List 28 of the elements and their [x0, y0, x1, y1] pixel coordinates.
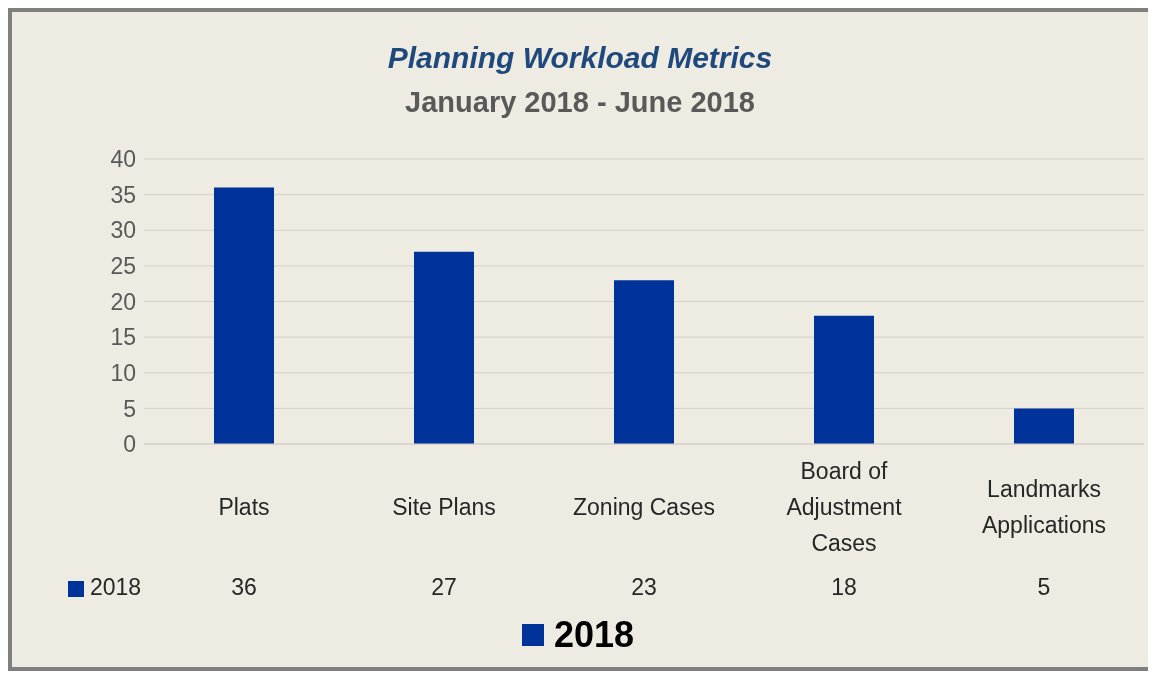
bar: [1014, 408, 1074, 444]
x-tick-label: Zoning Cases: [573, 494, 715, 521]
data-label: 18: [831, 574, 857, 601]
chart-title: Planning Workload Metrics: [386, 40, 774, 76]
bar: [414, 251, 474, 444]
bar: [814, 315, 874, 444]
x-tick-label: Plats: [218, 494, 270, 521]
legend-label: 2018: [90, 574, 142, 601]
y-tick-label: 40: [110, 146, 136, 173]
data-label: 36: [231, 574, 257, 601]
x-tick-label: Board of Adjustment Cases: [786, 458, 903, 557]
x-tick-label: Site Plans: [392, 494, 496, 521]
y-tick-label: 25: [110, 253, 136, 280]
text: 2018: [553, 614, 635, 655]
chart-subtitle: January 2018 - June 2018: [404, 85, 756, 120]
y-tick-label: 20: [110, 288, 136, 315]
data-label: 23: [631, 574, 657, 601]
y-tick-label: 35: [110, 181, 136, 208]
data-label: 5: [1037, 574, 1051, 601]
y-tick-label: 5: [123, 395, 136, 422]
y-tick-label: 30: [110, 217, 136, 244]
x-tick-label: Landmarks Applications: [981, 476, 1107, 539]
bar: [214, 187, 274, 444]
y-tick-label: 10: [110, 359, 136, 386]
y-tick-label: 0: [123, 431, 136, 458]
bar: [614, 280, 674, 444]
y-tick-label: 15: [110, 324, 136, 351]
data-label: 27: [431, 574, 457, 601]
